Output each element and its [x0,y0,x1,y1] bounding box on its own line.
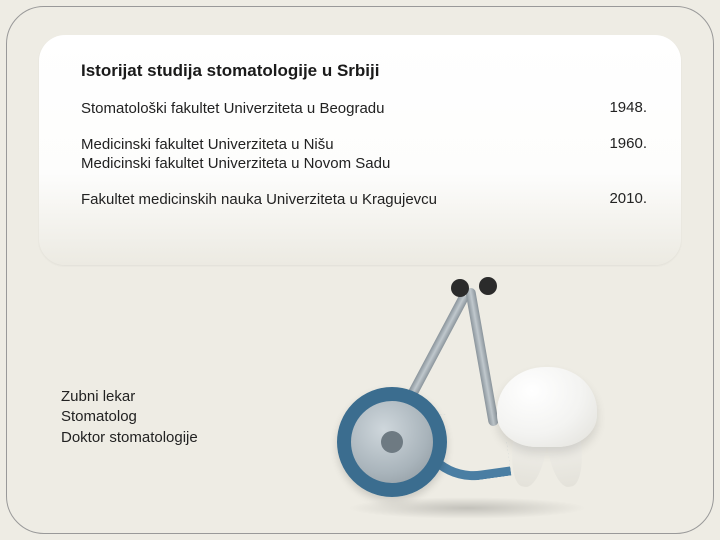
history-label: Fakultet medicinskih nauka Univerziteta … [81,190,437,210]
panel-title: Istorijat studija stomatologije u Srbiji [81,61,647,81]
stethoscope-icon [337,387,447,497]
history-label-line: Medicinski fakultet Univerziteta u Nišu [81,136,334,153]
history-year: 1948. [589,99,647,116]
history-label: Stomatološki fakultet Univerziteta u Beo… [81,99,385,119]
titles-list-line: Doktor stomatologije [61,429,198,446]
history-label-line: Medicinski fakultet Univerziteta u Novom… [81,155,390,172]
tooth-stethoscope-illustration [307,297,607,517]
drop-shadow [347,497,587,519]
titles-list-line: Zubni lekar [61,388,135,405]
titles-list: Zubni lekar Stomatolog Doktor stomatolog… [61,387,198,448]
history-label-line: Stomatološki fakultet Univerziteta u Beo… [81,100,385,117]
history-row: Stomatološki fakultet Univerziteta u Beo… [81,99,647,119]
history-label-line: Fakultet medicinskih nauka Univerziteta … [81,191,437,208]
tooth-crown [497,367,597,447]
history-label: Medicinski fakultet Univerziteta u Nišu … [81,135,390,174]
stethoscope-arm [465,287,499,427]
titles-list-line: Stomatolog [61,408,137,425]
stethoscope-eartip [479,277,497,295]
history-row: Fakultet medicinskih nauka Univerziteta … [81,190,647,210]
history-row: Medicinski fakultet Univerziteta u Nišu … [81,135,647,174]
stethoscope-eartip [451,279,469,297]
slide-frame: Istorijat studija stomatologije u Srbiji… [6,6,714,534]
tooth-icon [497,367,597,487]
history-year: 1960. [589,135,647,152]
history-year: 2010. [589,190,647,207]
history-panel: Istorijat studija stomatologije u Srbiji… [39,35,681,265]
